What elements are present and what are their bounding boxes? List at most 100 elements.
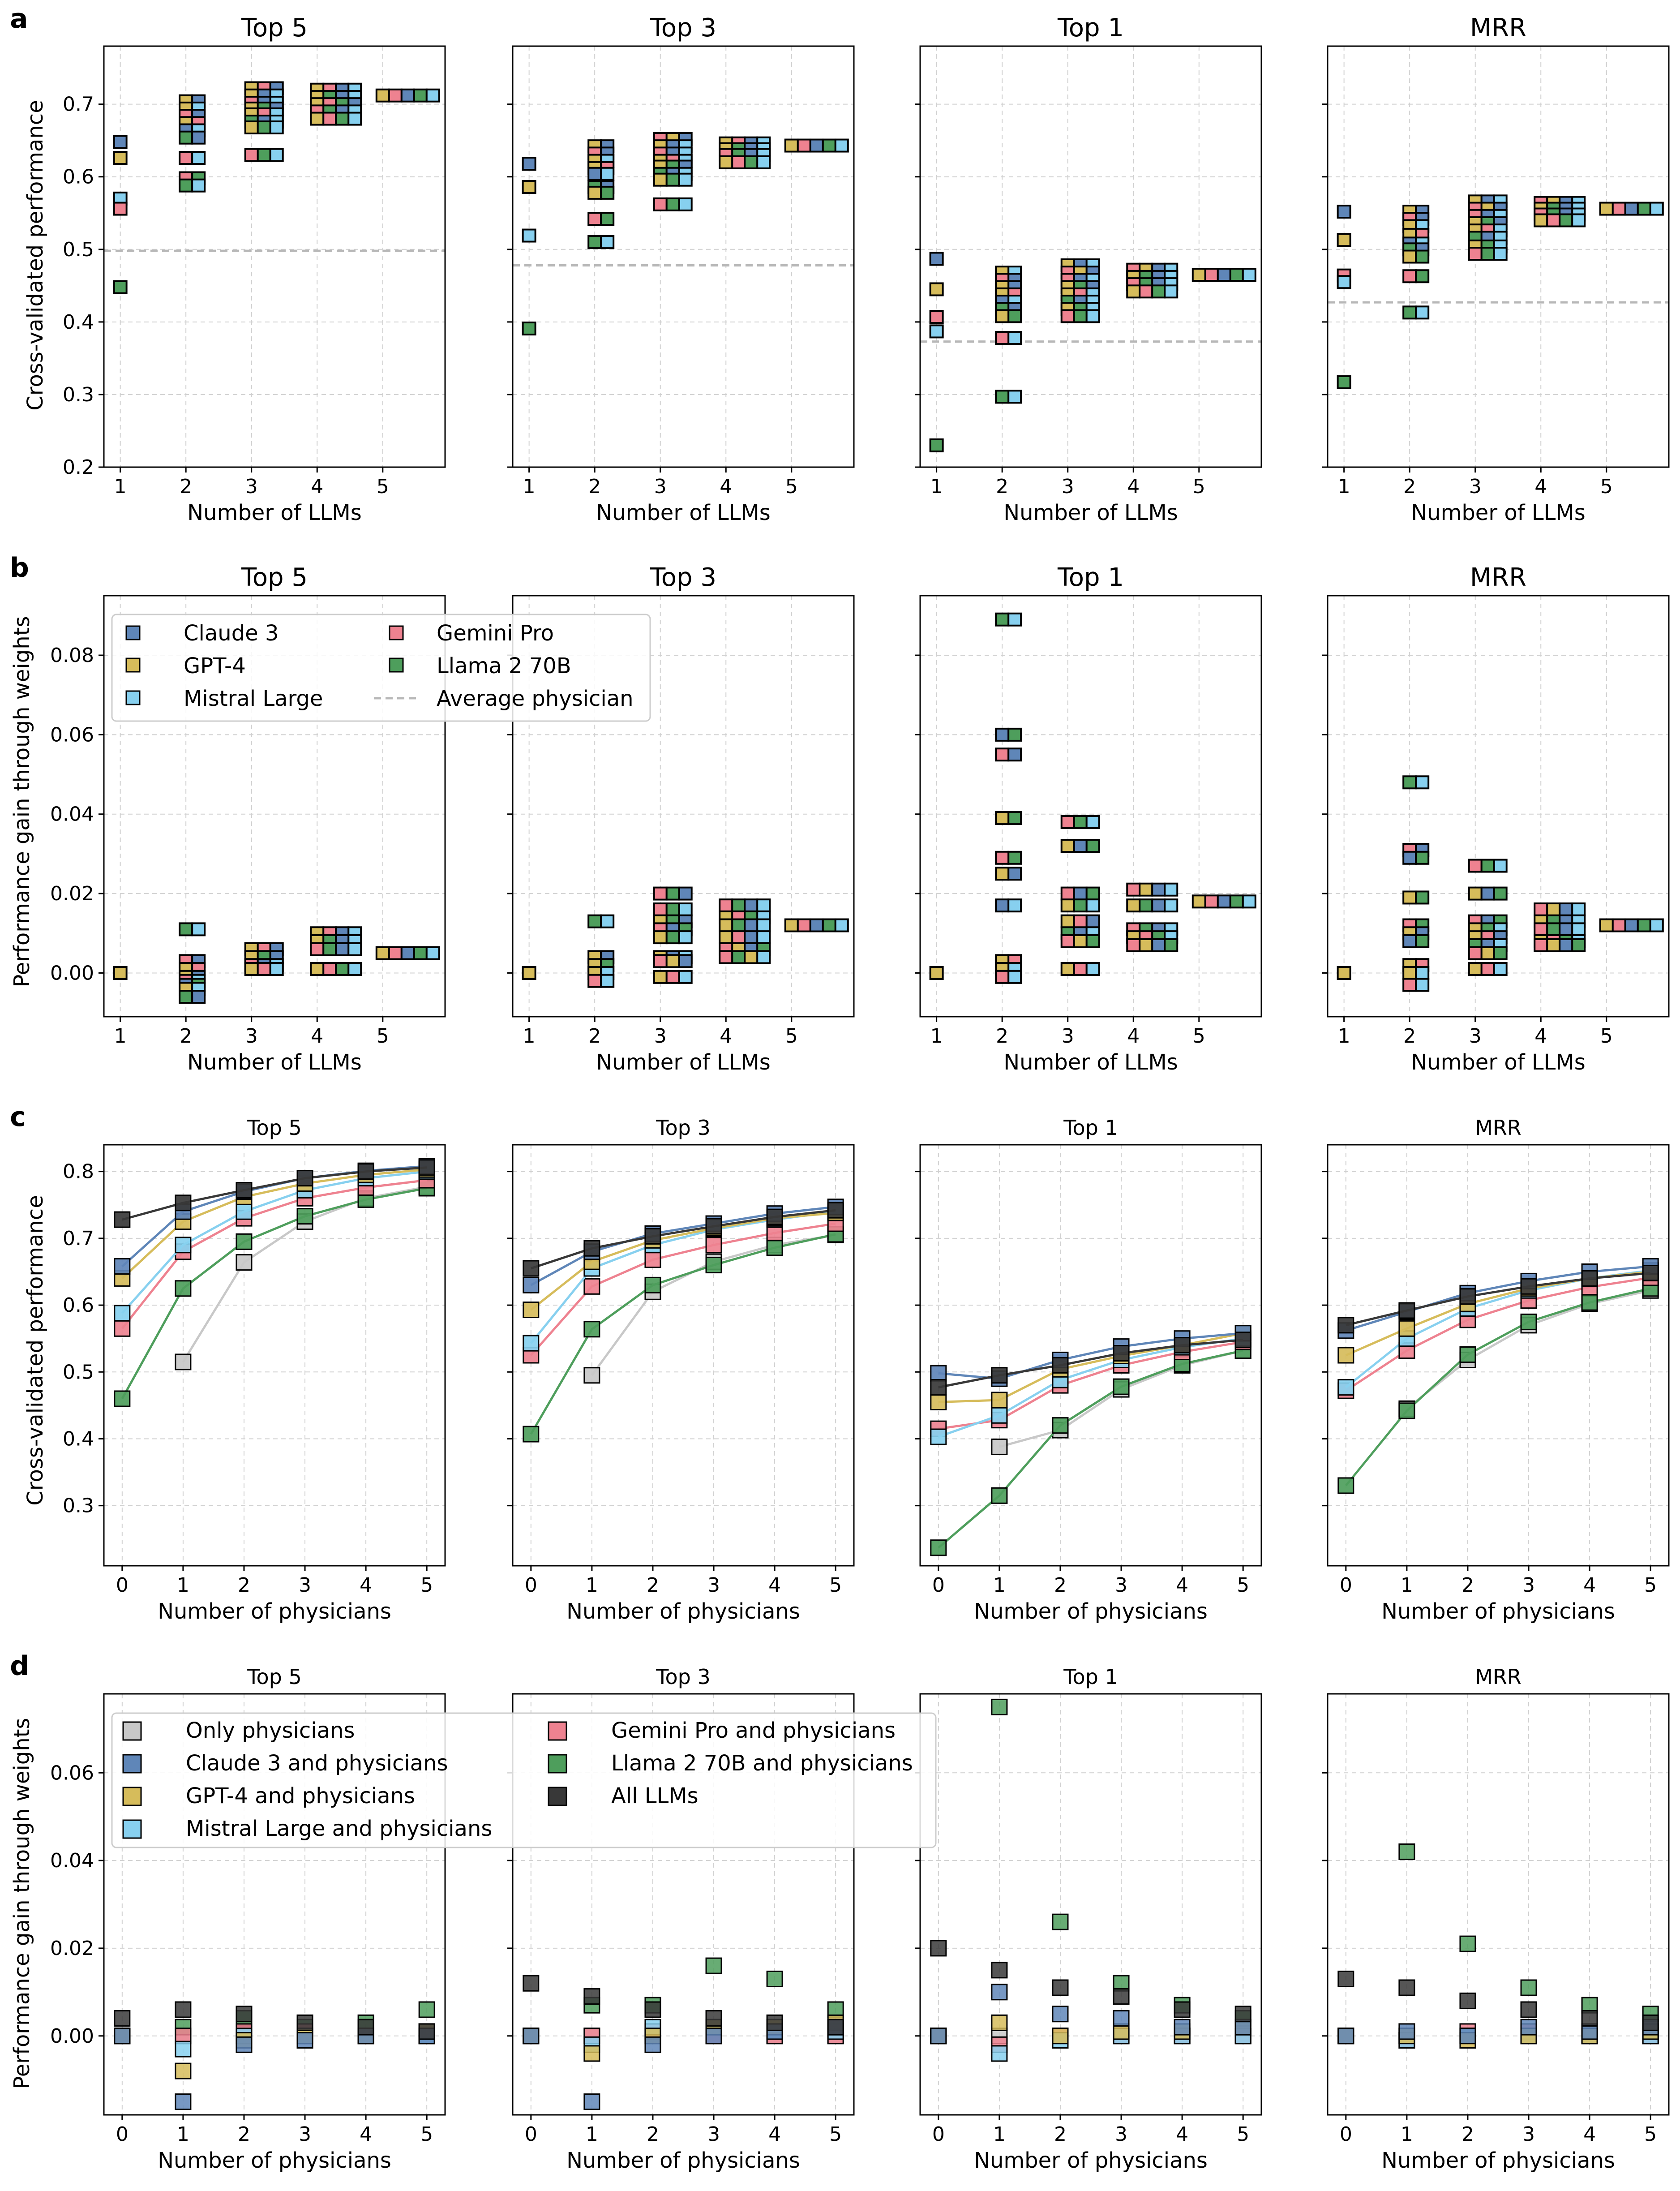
point-all_llms-d-2 <box>991 1962 1008 1979</box>
xtick-label-a-0: 1 <box>114 475 127 498</box>
combo-marker-b-2-llama <box>1073 898 1088 913</box>
combo-marker-b-3-gemini <box>1480 962 1495 976</box>
combo-marker-b-2-llama <box>1085 839 1100 853</box>
combo-marker-a-1-claude <box>587 167 602 181</box>
combo-marker-a-0-mistral <box>269 148 284 162</box>
combo-marker-b-3-llama <box>1415 934 1430 949</box>
xtick-label-c-1: 0 <box>525 1574 537 1597</box>
point-llama-c-1 <box>705 1257 722 1274</box>
combo-marker-a-0-llama <box>257 120 271 135</box>
legend-b-swatch-mistral <box>125 690 141 705</box>
point-claude-d-0 <box>236 2036 253 2053</box>
xtick-label-a-0: 2 <box>180 475 192 498</box>
series-line-gemini-c-1 <box>530 1222 836 1356</box>
legend-d-gpt4: GPT-4 and physicians <box>186 1783 415 1809</box>
point-all_llms-c-2 <box>1113 1345 1130 1362</box>
combo-marker-b-3-mistral <box>1571 922 1586 937</box>
xtick-label-c-2: 1 <box>993 1574 1006 1597</box>
point-mistral-c-2 <box>930 1428 947 1445</box>
combo-marker-a-1-mistral <box>600 235 615 249</box>
combo-marker-b-1-gpt4 <box>719 930 733 945</box>
combo-marker-b-1-gemini <box>587 974 602 988</box>
subplot-title-b-0: Top 5 <box>241 563 308 592</box>
xtick-label-c-2: 3 <box>1115 1574 1127 1597</box>
combo-marker-b-0-gemini <box>257 962 271 976</box>
combo-marker-b-2-gemini <box>1204 894 1219 909</box>
point-all_llms-c-1 <box>827 1202 844 1219</box>
combo-marker-b-2-gpt4 <box>1139 938 1153 952</box>
combo-marker-a-3-claude <box>1337 205 1351 219</box>
ytick-label-c-0: 0.5 <box>63 1361 94 1383</box>
combo-marker-a-0-gemini <box>244 148 259 162</box>
axes-frame-b-1 <box>512 595 855 1018</box>
xtick-label-c-1: 1 <box>586 1574 598 1597</box>
combo-marker-a-0-gpt4 <box>375 88 390 103</box>
combo-marker-a-1-gpt4 <box>784 138 799 153</box>
combo-marker-b-2-gpt4 <box>1126 898 1141 913</box>
xtick-label-d-0: 0 <box>116 2123 129 2146</box>
point-claude-d-0 <box>296 2032 313 2049</box>
combo-marker-a-1-mistral <box>522 228 536 243</box>
combo-marker-a-2-llama <box>1229 268 1244 282</box>
combo-marker-b-2-gemini <box>1073 962 1088 976</box>
xtick-label-b-0: 5 <box>377 1025 389 1048</box>
legend-b-gpt4: GPT-4 <box>184 653 246 679</box>
xtick-label-b-1: 1 <box>523 1025 536 1048</box>
point-llama-c-3 <box>1398 1402 1415 1419</box>
axes-frame-d-0 <box>103 1693 446 2116</box>
combo-marker-b-2-mistral <box>1007 612 1022 627</box>
ytick-label-c-0: 0.3 <box>63 1495 94 1517</box>
combo-marker-a-2-mistral <box>1007 331 1022 345</box>
combo-marker-b-2-claude <box>1151 938 1166 952</box>
combo-marker-b-2-gpt4 <box>929 966 944 980</box>
combo-marker-a-2-mistral <box>1007 390 1022 404</box>
combo-marker-a-1-llama <box>600 212 615 226</box>
point-all_llms-d-0 <box>357 2019 374 2036</box>
combo-marker-b-2-llama <box>1229 894 1244 909</box>
point-llama-c-1 <box>583 1321 600 1338</box>
subplot-title-c-0: Top 5 <box>247 1116 302 1140</box>
combo-marker-b-2-claude <box>1007 748 1022 762</box>
series-line-gemini-c-0 <box>121 1179 427 1329</box>
combo-marker-b-2-llama <box>1007 811 1022 825</box>
axes-frames-layer <box>99 45 1670 2120</box>
series-line-mistral-c-0 <box>121 1170 427 1314</box>
xtick-label-a-0: 5 <box>377 475 389 498</box>
xtick-label-d-1: 2 <box>647 2123 659 2146</box>
point-llama-c-3 <box>1581 1294 1598 1311</box>
xtick-label-a-1: 4 <box>720 475 732 498</box>
combo-marker-a-3-gemini <box>1546 213 1561 228</box>
combo-marker-a-3-gpt4 <box>1599 202 1614 216</box>
legend-d-swatch-gemini <box>548 1721 567 1741</box>
xtick-label-a-3: 3 <box>1469 475 1482 498</box>
point-all_llms-c-1 <box>523 1260 540 1277</box>
combo-marker-b-0-gpt4 <box>375 946 390 960</box>
combo-marker-a-2-mistral <box>929 324 944 339</box>
series-line-all_llms-c-1 <box>531 1209 836 1270</box>
combo-marker-b-1-mistral <box>600 914 615 928</box>
ytick-label-a-0: 0.5 <box>63 238 94 261</box>
ytick-label-a-0: 0.4 <box>63 311 94 334</box>
point-gpt4-c-3 <box>1337 1347 1354 1364</box>
combo-marker-b-3-mistral <box>1571 902 1586 917</box>
point-llama-c-0 <box>175 1280 192 1297</box>
combo-marker-a-0-llama <box>257 148 271 162</box>
combo-marker-a-2-gpt4 <box>995 309 1010 323</box>
point-all_llms-c-0 <box>357 1163 374 1180</box>
ytick-label-a-0: 0.3 <box>63 383 94 406</box>
xtick-label-a-2: 2 <box>996 475 1008 498</box>
combo-marker-b-0-claude <box>335 942 350 956</box>
combo-marker-b-1-claude <box>744 918 759 932</box>
xtick-label-a-1: 3 <box>654 475 667 498</box>
ytick-label-d-0: 0.00 <box>50 2025 94 2048</box>
combo-marker-b-3-claude <box>1402 934 1417 949</box>
combo-marker-b-1-gemini <box>653 954 668 968</box>
xtick-label-c-3: 3 <box>1522 1574 1535 1597</box>
point-llama-c-3 <box>1459 1346 1476 1363</box>
combo-marker-b-2-gemini <box>995 851 1010 865</box>
ylabel-b: Performance gain through weights <box>9 616 34 987</box>
combo-marker-a-1-gemini <box>653 197 668 211</box>
combo-marker-a-2-claude <box>1217 268 1231 282</box>
subplot-title-d-1: Top 3 <box>656 1665 711 1689</box>
point-physicians-c-2 <box>991 1438 1008 1455</box>
